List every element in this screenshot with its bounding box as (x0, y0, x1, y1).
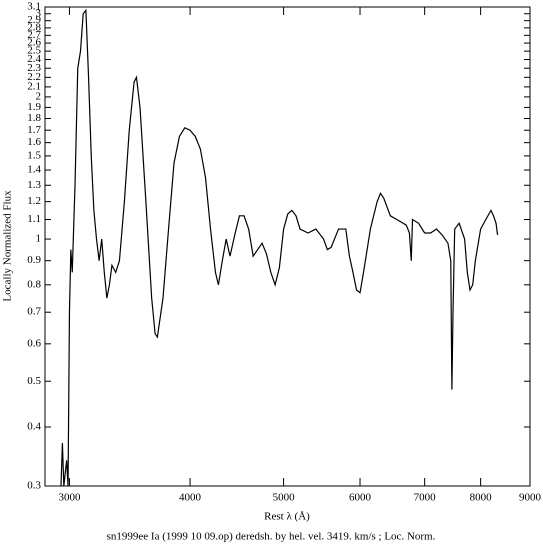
y-tick-label: 0.4 (27, 421, 41, 433)
y-tick-label: 0.8 (27, 278, 41, 290)
x-tick-label: 8000 (470, 492, 493, 504)
y-tick-label: 2 (36, 90, 42, 102)
y-tick-label: 0.6 (27, 337, 41, 349)
y-tick-label: 0.5 (27, 375, 41, 387)
y-tick-label: 2.7 (27, 29, 41, 41)
x-tick-label: 3000 (58, 492, 81, 504)
x-tick-label: 6000 (349, 492, 372, 504)
y-axis-label: Locally Normalized Flux (2, 190, 14, 302)
chart-title: sn1999ee Ia (1999 10 09.op) deredsh. by … (107, 531, 436, 543)
y-tick-label: 2.2 (27, 71, 41, 83)
y-tick-label: 1.6 (27, 136, 41, 148)
y-tick-label: 1.1 (27, 213, 41, 225)
y-tick-label: 1.8 (27, 112, 41, 124)
y-tick-label: 1.4 (27, 164, 41, 176)
y-tick-label: 3.1 (27, 1, 41, 13)
y-tick-label: 1.7 (27, 124, 41, 136)
y-tick-label: 2.8 (27, 21, 41, 33)
y-tick-label: 1 (36, 233, 42, 245)
y-tick-label: 2.6 (27, 37, 41, 49)
y-tick-label: 1.5 (27, 149, 41, 161)
y-tick-label: 2.5 (27, 45, 41, 57)
y-tick-label: 2.9 (27, 14, 41, 26)
y-tick-label: 0.9 (27, 254, 41, 266)
x-tick-label: 5000 (273, 492, 296, 504)
y-tick-label: 0.7 (27, 306, 41, 318)
x-axis-label: Rest λ (Å) (264, 511, 310, 523)
y-tick-label: 2.1 (27, 80, 41, 92)
y-tick-label: 3 (36, 7, 42, 19)
y-tick-label: 0.3 (27, 480, 41, 492)
x-tick-label: 9000 (519, 492, 542, 504)
spectrum-line (60, 8, 499, 487)
plot-frame (44, 6, 531, 487)
y-tick-label: 2.4 (27, 53, 41, 65)
y-tick-label: 1.9 (27, 101, 41, 113)
y-tick-label: 2.3 (27, 62, 41, 74)
y-tick-label: 1.3 (27, 179, 41, 191)
y-tick-label: 1.2 (27, 195, 41, 207)
x-tick-label: 4000 (179, 492, 202, 504)
x-tick-label: 7000 (414, 492, 437, 504)
